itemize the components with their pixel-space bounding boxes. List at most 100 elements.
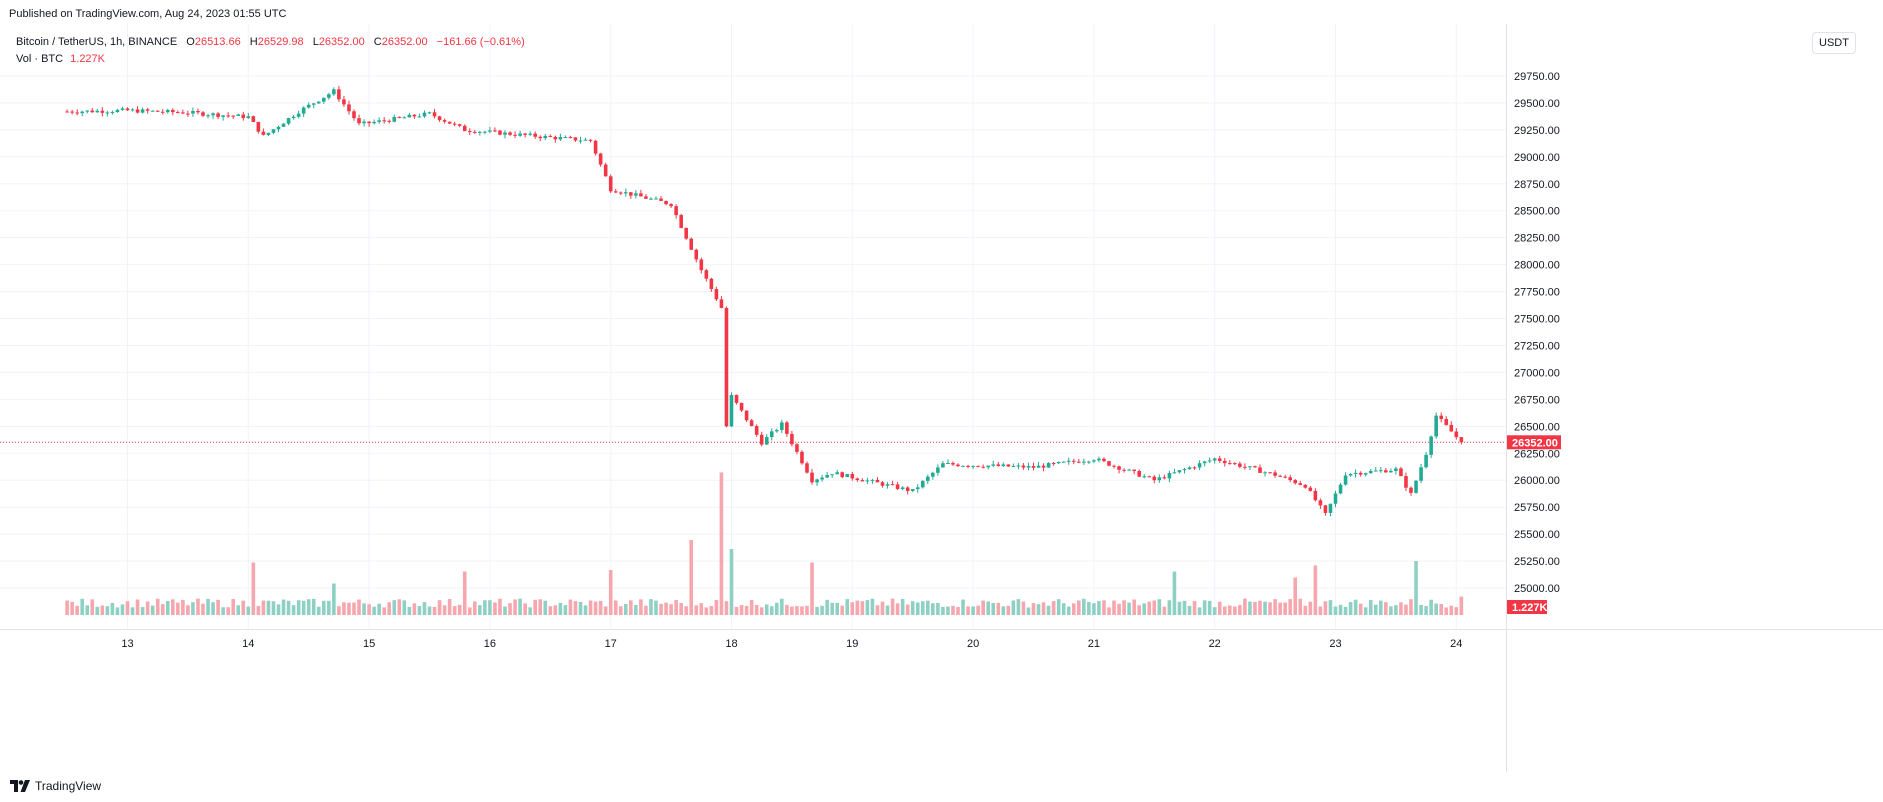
candle-body: [1082, 461, 1086, 463]
candle-up: [85, 110, 90, 114]
volume-bar: [75, 605, 79, 615]
candle-body: [422, 112, 427, 117]
candle-up: [80, 110, 84, 117]
candle-down: [1217, 455, 1222, 463]
candle-up: [296, 110, 301, 119]
y-axis-tick-label: 29750.00: [1514, 71, 1560, 83]
candle-body: [618, 192, 623, 194]
candle-body: [1368, 470, 1373, 474]
volume-bar: [1192, 601, 1197, 615]
candle-body: [1424, 454, 1428, 468]
candle-up: [900, 486, 905, 491]
candle-up: [1167, 470, 1172, 483]
volume-bar: [357, 599, 361, 615]
candle-down: [155, 110, 160, 112]
y-axis-tick-label: 25000.00: [1514, 583, 1560, 595]
candle-down: [1238, 461, 1242, 469]
candle-body: [598, 153, 603, 165]
candle-body: [639, 193, 643, 197]
volume-bar: [523, 603, 527, 615]
candle-down: [387, 119, 392, 124]
volume-bar: [769, 606, 774, 615]
volume-bar: [835, 602, 839, 615]
currency-button[interactable]: USDT: [1812, 32, 1856, 54]
candle-body: [206, 115, 210, 117]
candle-body: [271, 129, 276, 133]
x-axis-tick-label: 16: [484, 638, 496, 650]
candle-down: [90, 107, 95, 113]
candle-up: [417, 113, 422, 118]
candle-down: [462, 124, 467, 132]
volume-bar: [1066, 606, 1071, 615]
candle-up: [1056, 461, 1061, 464]
candle-body: [1192, 467, 1197, 469]
candle-body: [528, 133, 532, 135]
volume-bar: [795, 606, 799, 615]
volume-bar: [422, 602, 427, 615]
volume-bar: [508, 603, 512, 615]
candle-down: [689, 237, 694, 251]
candle-down: [473, 129, 477, 134]
candle-body: [1036, 465, 1041, 468]
volume-bar: [1449, 605, 1454, 615]
candle-down: [1253, 465, 1257, 468]
candle-up: [1419, 463, 1423, 484]
volume-bar: [316, 606, 321, 615]
candle-body: [513, 134, 517, 136]
volume-bar: [1288, 599, 1292, 615]
volume-bar: [1439, 604, 1443, 615]
price-chart[interactable]: 29750.00 29500.00 29250.00 29000.00 28750.00…: [0, 24, 1883, 772]
candle-body: [588, 139, 593, 141]
candle-body: [432, 112, 437, 117]
candle-body: [311, 103, 316, 105]
candle-body: [1071, 460, 1076, 462]
candle-down: [805, 461, 809, 474]
volume-bar: [266, 600, 271, 615]
volume-bar: [281, 599, 286, 615]
candle-body: [1343, 475, 1348, 485]
candle-body: [120, 108, 125, 110]
candle-body: [704, 270, 709, 279]
candle-body: [261, 131, 266, 135]
volume-bar: [936, 602, 940, 615]
volume-bar: [1011, 600, 1016, 615]
candle-up: [769, 428, 774, 441]
volume-bar: [1137, 605, 1141, 615]
volume-bar: [1394, 605, 1398, 615]
candle-down: [598, 152, 603, 167]
candle-body: [357, 118, 361, 124]
candle-up: [1414, 479, 1418, 494]
candle-down: [603, 162, 608, 177]
volume-bar: [306, 599, 311, 615]
volume-bar: [1353, 599, 1358, 615]
candle-body: [1379, 470, 1383, 472]
candle-body: [236, 114, 241, 116]
volume-bar: [342, 602, 346, 615]
candle-body: [694, 249, 699, 260]
volume-bar: [498, 598, 502, 615]
candle-up: [402, 116, 407, 119]
volume-bar: [392, 600, 397, 615]
volume-bar: [427, 606, 432, 615]
candle-up: [1202, 460, 1207, 467]
volume-bar: [684, 606, 688, 615]
candle-down: [467, 128, 472, 136]
candle-body: [1112, 465, 1116, 467]
footer-brand[interactable]: TradingView: [10, 776, 101, 796]
candle-down: [1399, 466, 1403, 477]
candle-body: [1253, 466, 1257, 468]
candle-body: [95, 110, 100, 113]
candle-body: [241, 114, 246, 119]
candle-body: [135, 109, 140, 113]
candle-up: [870, 478, 875, 484]
top-bar: Published on TradingView.com, Aug 24, 20…: [0, 0, 1883, 24]
volume-bar: [1212, 607, 1217, 615]
candle-body: [508, 132, 512, 135]
legend-volume-label: Vol · BTC: [16, 53, 64, 65]
volume-bar: [624, 604, 628, 615]
candle-down: [1449, 421, 1454, 432]
volume-bar: [915, 602, 920, 615]
candle-down: [850, 471, 855, 481]
candle-body: [266, 132, 271, 135]
candle-up: [634, 190, 638, 199]
